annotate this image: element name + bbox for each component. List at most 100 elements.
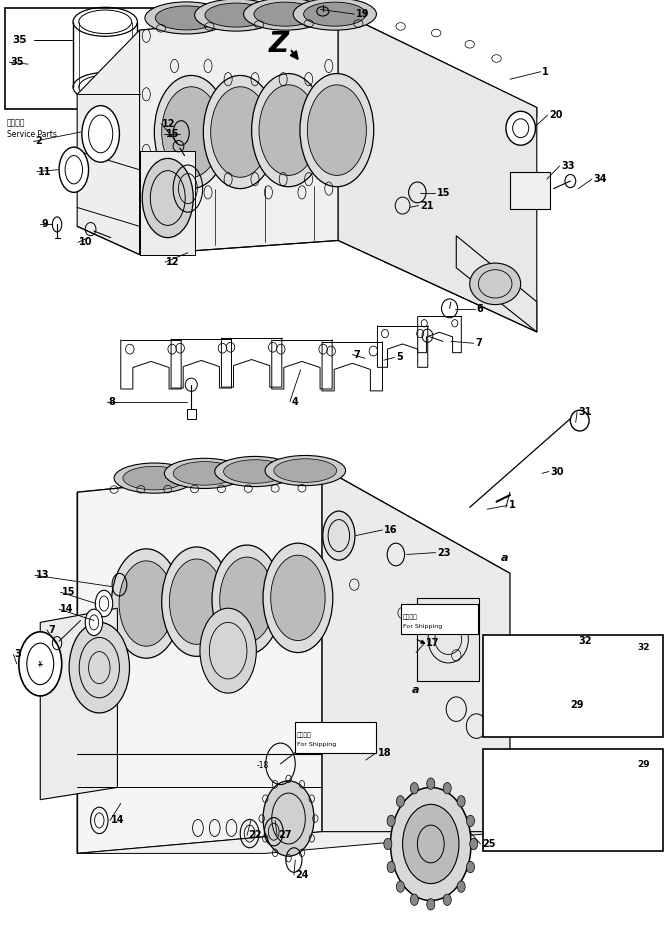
Ellipse shape — [195, 0, 278, 31]
Ellipse shape — [19, 632, 62, 696]
Polygon shape — [140, 11, 537, 117]
Ellipse shape — [457, 881, 465, 892]
Text: 運波部品: 運波部品 — [297, 733, 311, 738]
Ellipse shape — [457, 796, 465, 807]
Ellipse shape — [219, 557, 274, 642]
Bar — [187, 409, 196, 419]
Bar — [483, 636, 663, 737]
Polygon shape — [322, 468, 510, 832]
Ellipse shape — [397, 796, 405, 807]
Ellipse shape — [466, 861, 474, 872]
Ellipse shape — [252, 74, 325, 187]
Ellipse shape — [411, 894, 419, 905]
Text: 27: 27 — [278, 831, 292, 840]
Ellipse shape — [162, 87, 221, 177]
Text: a: a — [412, 686, 420, 695]
Ellipse shape — [397, 881, 405, 892]
Ellipse shape — [82, 106, 119, 162]
Ellipse shape — [443, 783, 451, 794]
Ellipse shape — [506, 111, 535, 145]
Ellipse shape — [387, 861, 395, 872]
Text: 15: 15 — [62, 587, 75, 597]
Ellipse shape — [263, 781, 314, 856]
Text: 32: 32 — [578, 637, 592, 646]
Ellipse shape — [162, 547, 231, 656]
Bar — [417, 598, 479, 681]
Ellipse shape — [154, 75, 228, 189]
Polygon shape — [77, 30, 140, 255]
Text: 1: 1 — [509, 501, 515, 510]
Text: a: a — [501, 554, 509, 563]
Text: 19: 19 — [356, 9, 369, 19]
Ellipse shape — [203, 75, 277, 189]
Ellipse shape — [145, 2, 228, 34]
Ellipse shape — [293, 0, 376, 30]
Ellipse shape — [212, 545, 282, 654]
Ellipse shape — [270, 555, 325, 640]
Text: 13: 13 — [36, 571, 50, 580]
Ellipse shape — [85, 609, 103, 636]
Text: 34: 34 — [593, 174, 607, 184]
Ellipse shape — [169, 559, 224, 644]
Ellipse shape — [95, 590, 113, 617]
Text: 運波部品: 運波部品 — [403, 614, 417, 620]
Text: 7: 7 — [475, 339, 482, 348]
Ellipse shape — [303, 2, 366, 26]
Text: 4: 4 — [291, 397, 298, 406]
Text: 35: 35 — [11, 58, 24, 67]
Ellipse shape — [391, 787, 471, 901]
Ellipse shape — [254, 2, 317, 26]
Ellipse shape — [223, 460, 287, 483]
Ellipse shape — [403, 804, 459, 884]
Text: Z: Z — [268, 30, 289, 58]
Ellipse shape — [142, 158, 193, 238]
Text: -18: -18 — [256, 761, 268, 770]
Ellipse shape — [215, 456, 295, 487]
Text: 21: 21 — [420, 201, 433, 210]
Text: 9: 9 — [42, 220, 48, 229]
Ellipse shape — [274, 459, 337, 482]
Ellipse shape — [307, 85, 366, 175]
Text: For Shipping: For Shipping — [403, 623, 442, 629]
Bar — [483, 749, 663, 851]
Bar — [401, 604, 478, 634]
Bar — [295, 722, 376, 753]
Polygon shape — [510, 172, 550, 209]
Polygon shape — [140, 151, 195, 255]
Text: 7: 7 — [354, 350, 360, 359]
Text: 33: 33 — [561, 161, 574, 171]
Polygon shape — [77, 468, 322, 853]
Text: 35: 35 — [12, 35, 27, 45]
Ellipse shape — [466, 816, 474, 827]
Text: 12: 12 — [162, 119, 176, 128]
Ellipse shape — [263, 543, 333, 653]
Polygon shape — [40, 608, 117, 800]
Polygon shape — [495, 787, 539, 802]
Ellipse shape — [265, 455, 346, 486]
Ellipse shape — [300, 74, 374, 187]
Text: 11: 11 — [38, 167, 52, 176]
Text: 18: 18 — [378, 748, 391, 757]
Ellipse shape — [111, 549, 181, 658]
Ellipse shape — [470, 263, 521, 305]
Text: 2: 2 — [35, 137, 42, 146]
Ellipse shape — [411, 783, 419, 794]
Text: 15: 15 — [166, 129, 179, 139]
Ellipse shape — [211, 87, 270, 177]
Polygon shape — [77, 832, 510, 853]
Text: 30: 30 — [550, 467, 564, 476]
Text: 22: 22 — [248, 831, 262, 840]
Text: 29: 29 — [570, 701, 584, 710]
Polygon shape — [495, 663, 510, 686]
Ellipse shape — [156, 6, 217, 30]
Ellipse shape — [427, 899, 435, 910]
Text: 6: 6 — [476, 305, 483, 314]
Text: 5: 5 — [396, 353, 403, 362]
Ellipse shape — [114, 463, 195, 493]
Ellipse shape — [570, 410, 589, 431]
Text: 8: 8 — [109, 397, 115, 406]
Ellipse shape — [244, 0, 327, 30]
Text: 31: 31 — [578, 407, 592, 417]
Ellipse shape — [470, 838, 478, 850]
Ellipse shape — [259, 85, 318, 175]
